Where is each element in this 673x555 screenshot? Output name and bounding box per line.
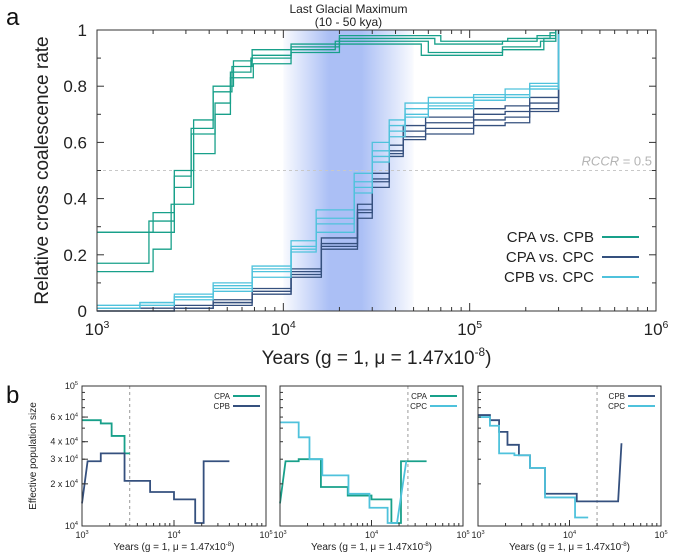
x-tick-label-0: 103 xyxy=(75,530,88,540)
rccr-label: RCCR = 0.5 xyxy=(582,154,652,169)
x-tick-label-1: 104 xyxy=(167,530,180,540)
y-tick-label-2: 0.4 xyxy=(63,190,87,209)
panel-label-a: a xyxy=(6,4,20,31)
legend-label-cpc: CPC xyxy=(410,402,427,411)
series-line-12 xyxy=(97,30,560,307)
x-tick-label-1: 104 xyxy=(563,530,576,540)
legend-label-cpa: CPA xyxy=(214,392,231,401)
y-axis-label: Effective population size xyxy=(28,402,39,510)
x-tick-label-0: 103 xyxy=(85,319,110,339)
x-tick-label-2: 105 xyxy=(654,530,667,540)
x-tick-label-0: 103 xyxy=(273,530,286,540)
legend-label-3: CPB vs. CPC xyxy=(504,269,594,286)
x-tick-label-2: 105 xyxy=(457,319,482,339)
x-axis-label: Years (g = 1, μ = 1.47x10-8) xyxy=(262,346,492,369)
series-line-cpa xyxy=(82,419,130,455)
series-line-4 xyxy=(97,30,557,233)
legend-label-cpa: CPA xyxy=(411,392,428,401)
y-tick-label-0: 104 xyxy=(65,521,78,531)
y-tick-label-5: 105 xyxy=(65,381,78,391)
lgm-title: Last Glacial Maximum xyxy=(289,2,407,16)
series-line-cpb xyxy=(81,452,230,524)
legend-label-cpb: CPB xyxy=(214,402,230,411)
y-tick-label-4: 0.8 xyxy=(63,77,87,96)
x-axis-label: Years (g = 1, μ = 1.47x10-8) xyxy=(311,541,432,553)
y-tick-label-3: 4 x 104 xyxy=(50,437,78,447)
series-line-cpc xyxy=(280,421,408,524)
series-line-cpc xyxy=(478,416,589,519)
y-tick-label-0: 0 xyxy=(78,302,87,321)
x-tick-label-1: 104 xyxy=(365,530,378,540)
panel-label-b: b xyxy=(6,382,20,409)
x-axis-label: Years (g = 1, μ = 1.47x10-8) xyxy=(114,541,235,553)
x-tick-label-1: 104 xyxy=(271,319,296,339)
y-axis-label: Relative cross coalescence rate xyxy=(32,36,53,304)
panel-a-chart: 103 104 105 106 0 0.2 0.4 0.6 0.8 1 Years (g = 1, … xyxy=(32,2,669,369)
y-tick-label-2: 3 x 104 xyxy=(50,454,78,464)
legend-label-cpc: CPC xyxy=(608,402,625,411)
legend-label-1: CPA vs. CPB xyxy=(507,229,594,246)
legend-label-cpb: CPB xyxy=(609,392,625,401)
x-tick-label-2: 105 xyxy=(456,530,469,540)
legend-label-2: CPA vs. CPC xyxy=(506,249,594,266)
x-tick-label-3: 106 xyxy=(644,319,669,339)
y-tick-label-3: 0.6 xyxy=(63,133,87,152)
y-tick-label-4: 6 x 104 xyxy=(50,412,78,422)
x-axis-label: Years (g = 1, μ = 1.47x10-8) xyxy=(509,541,630,553)
y-tick-label-5: 1 xyxy=(78,21,87,40)
panel-b2-chart: 103 104 105 Years (g = 1, μ = 1.47x10-8) CPA… xyxy=(273,385,470,553)
panel-b3-chart: 103 104 105 Years (g = 1, μ = 1.47x10-8) CPB… xyxy=(471,385,668,553)
series-line-3 xyxy=(97,30,557,273)
lgm-range: (10 - 50 kya) xyxy=(315,15,382,29)
y-tick-label-1: 2 x 104 xyxy=(50,479,78,489)
x-tick-label-0: 103 xyxy=(471,530,484,540)
y-tick-label-1: 0.2 xyxy=(63,246,87,265)
x-tick-label-2: 105 xyxy=(259,530,272,540)
